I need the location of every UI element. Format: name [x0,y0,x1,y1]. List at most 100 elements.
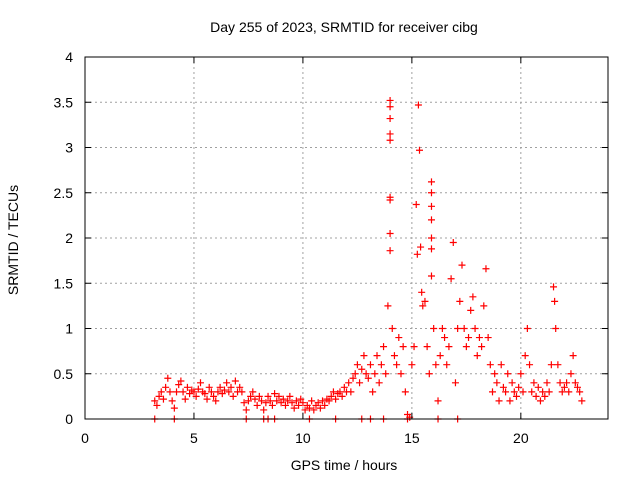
data-point [418,288,426,296]
data-point [373,352,381,360]
data-point [423,343,431,351]
data-point [412,201,420,209]
data-point [386,130,394,138]
data-point [534,383,542,391]
data-point [231,377,239,385]
data-point [196,379,204,387]
data-point [493,379,501,387]
data-point [558,388,566,396]
data-point [377,361,385,369]
data-point [563,379,571,387]
data-point [329,388,337,396]
data-point [179,388,187,396]
x-tick-label: 10 [295,430,311,446]
data-point [576,388,584,396]
data-point [556,379,564,387]
data-point [181,395,189,403]
data-point [332,395,340,403]
axis-ticks: 0 5 10 15 20 0 0.5 1 1.5 2 2.5 3 3.5 4 [54,49,608,446]
data-point [475,334,483,342]
data-point [517,370,525,378]
data-point [218,390,226,398]
data-point [427,202,435,210]
data-point [436,352,444,360]
data-point [427,272,435,280]
data-point [201,390,209,398]
data-point [506,397,514,405]
data-point [345,379,353,387]
data-point [467,306,475,314]
data-point [258,397,266,405]
data-point [465,334,473,342]
y-tick-label: 1.5 [54,275,74,291]
data-point [413,250,421,258]
data-point [478,343,486,351]
data-point [390,352,398,360]
data-point [319,397,327,405]
data-point [325,397,333,405]
data-point [260,406,268,414]
data-point [214,388,222,396]
data-point [565,388,573,396]
data-point [190,388,198,396]
data-point [445,343,453,351]
data-point [449,239,457,247]
x-tick-label: 5 [190,430,198,446]
data-point [281,401,289,409]
data-point [386,247,394,255]
data-point [168,397,176,405]
x-axis-title: GPS time / hours [291,457,398,473]
data-point [427,245,435,253]
data-point [338,392,346,400]
data-point [510,388,518,396]
data-point [399,343,407,351]
data-point [227,383,235,391]
data-point [375,379,383,387]
x-tick-label: 15 [404,430,420,446]
data-point [151,397,159,405]
data-point [249,388,257,396]
data-point [369,388,377,396]
data-point [316,404,324,412]
data-point [268,401,276,409]
y-tick-label: 3.5 [54,94,74,110]
data-point [462,343,470,351]
data-point [271,390,279,398]
data-point [220,386,228,394]
data-point [460,325,468,332]
data-point [364,374,372,382]
data-point [539,388,547,396]
data-point [164,374,172,382]
data-point [443,361,451,369]
data-point [571,379,579,387]
data-point [499,383,507,391]
data-point [386,229,394,237]
data-point [504,370,512,378]
data-point [351,370,359,378]
data-point [489,388,497,396]
data-point [203,395,211,403]
data-point [353,361,361,369]
data-point [297,395,305,403]
data-point [173,388,181,396]
data-point [225,388,233,396]
y-tick-label: 4 [65,49,73,65]
data-point [484,334,492,342]
data-point [277,399,285,407]
data-point [421,297,429,305]
data-point [550,283,558,291]
data-point [238,388,246,396]
data-point [384,302,392,310]
data-point [229,392,237,400]
data-point [427,189,435,197]
data-point [175,381,183,389]
data-point [454,325,462,332]
data-point [266,397,274,405]
data-point [480,302,488,310]
data-point [547,361,555,369]
data-point [349,374,357,382]
data-point [473,352,481,360]
data-point [573,383,581,391]
data-point [366,361,374,369]
